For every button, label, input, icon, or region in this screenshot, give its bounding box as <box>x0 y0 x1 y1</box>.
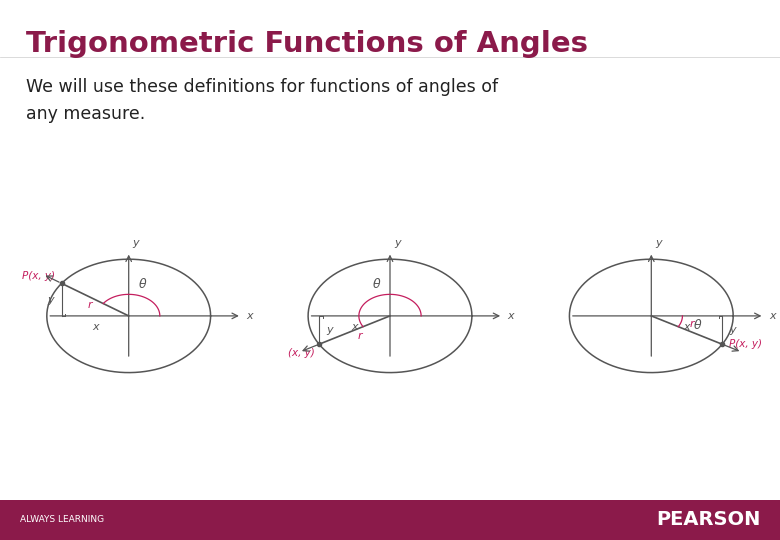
Text: y: y <box>327 325 333 335</box>
Text: ALWAYS LEARNING: ALWAYS LEARNING <box>20 515 104 524</box>
Text: $\theta$: $\theta$ <box>372 277 381 291</box>
Text: x: x <box>246 311 253 321</box>
Bar <box>0 500 780 540</box>
Text: y: y <box>48 295 55 305</box>
Text: PEARSON: PEARSON <box>656 510 760 529</box>
Text: P(x, y): P(x, y) <box>22 271 55 281</box>
Text: P(x, y): P(x, y) <box>729 339 762 349</box>
Text: r: r <box>87 300 92 310</box>
Text: r: r <box>690 319 694 329</box>
Text: x: x <box>683 322 690 332</box>
Text: We will use these definitions for functions of angles of
any measure.: We will use these definitions for functi… <box>26 78 498 123</box>
Text: y: y <box>655 238 661 248</box>
Text: r: r <box>357 331 362 341</box>
Text: $\theta$: $\theta$ <box>693 318 703 332</box>
Text: x: x <box>351 322 358 332</box>
Text: y: y <box>394 238 400 248</box>
Text: x: x <box>92 322 98 332</box>
Text: x: x <box>769 311 775 321</box>
Text: y: y <box>133 238 139 248</box>
Text: y: y <box>729 325 736 335</box>
Text: (x, y): (x, y) <box>289 348 315 358</box>
Text: Trigonometric Functions of Angles: Trigonometric Functions of Angles <box>26 30 588 58</box>
Text: $\theta$: $\theta$ <box>138 277 147 291</box>
Text: x: x <box>508 311 514 321</box>
